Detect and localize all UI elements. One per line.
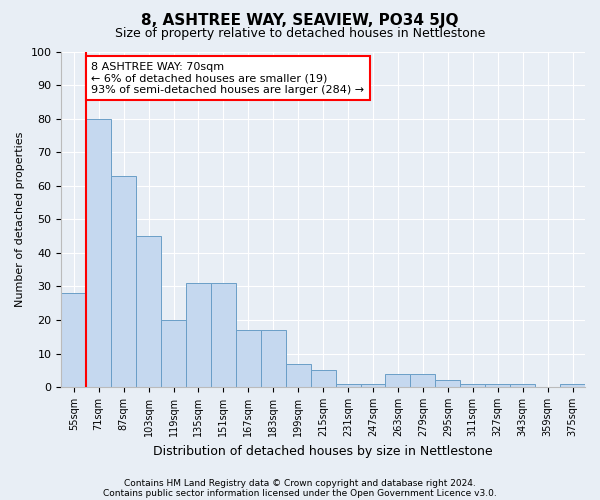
Y-axis label: Number of detached properties: Number of detached properties (15, 132, 25, 307)
Bar (61, 293, 86, 387)
Bar (111, 176, 136, 387)
Bar (335, 384, 361, 387)
Bar (485, 384, 510, 387)
Text: Contains HM Land Registry data © Crown copyright and database right 2024.: Contains HM Land Registry data © Crown c… (124, 478, 476, 488)
Bar (460, 384, 485, 387)
Bar (211, 283, 236, 387)
Bar (186, 283, 211, 387)
Bar (286, 364, 311, 387)
Bar (86, 118, 111, 387)
Bar (510, 384, 535, 387)
Bar (311, 370, 335, 387)
Bar (261, 330, 286, 387)
Bar (436, 380, 460, 387)
Bar (161, 320, 186, 387)
Bar (136, 236, 161, 387)
Bar (560, 384, 585, 387)
Bar (385, 374, 410, 387)
Text: 8, ASHTREE WAY, SEAVIEW, PO34 5JQ: 8, ASHTREE WAY, SEAVIEW, PO34 5JQ (141, 12, 459, 28)
Bar (236, 330, 261, 387)
Text: 8 ASHTREE WAY: 70sqm
← 6% of detached houses are smaller (19)
93% of semi-detach: 8 ASHTREE WAY: 70sqm ← 6% of detached ho… (91, 62, 364, 95)
Bar (361, 384, 385, 387)
Text: Size of property relative to detached houses in Nettlestone: Size of property relative to detached ho… (115, 28, 485, 40)
Bar (410, 374, 436, 387)
X-axis label: Distribution of detached houses by size in Nettlestone: Distribution of detached houses by size … (154, 444, 493, 458)
Text: Contains public sector information licensed under the Open Government Licence v3: Contains public sector information licen… (103, 488, 497, 498)
